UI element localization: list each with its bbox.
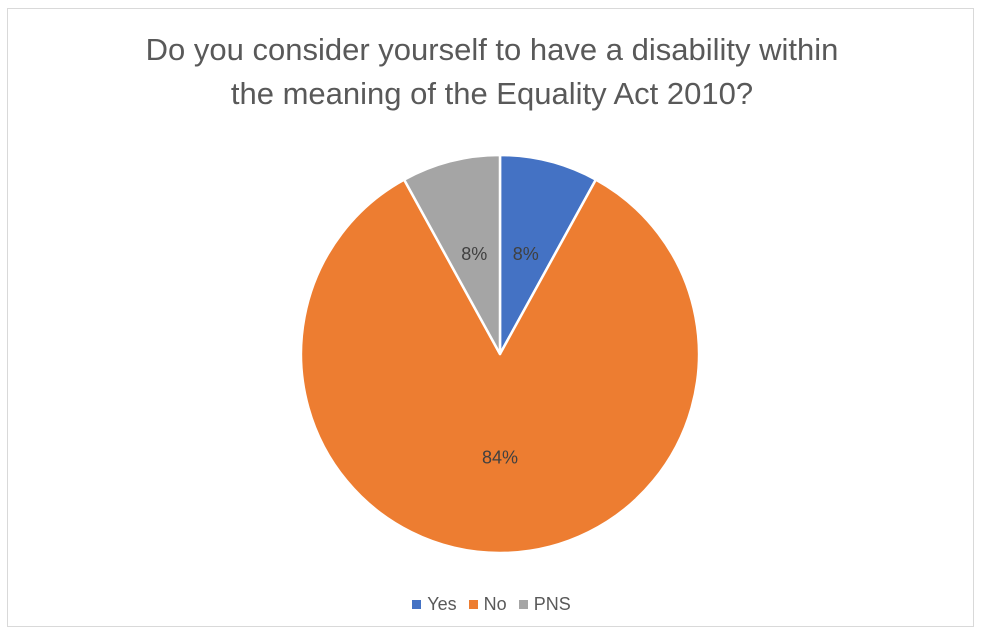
chart-title-line-2: the meaning of the Equality Act 2010?: [230, 76, 754, 111]
pie-slices: [299, 153, 701, 555]
chart-title: Do you consider yourself to have a disab…: [0, 28, 983, 116]
pie-slice-pns: [402, 153, 502, 356]
pie-slice-no: [299, 178, 701, 555]
legend-item-pns: PNS: [518, 594, 571, 615]
legend-label-no: No: [483, 594, 507, 614]
legend-swatch-pns: [518, 599, 528, 609]
legend-label-pns: PNS: [533, 594, 571, 614]
legend-swatch-no: [468, 599, 478, 609]
pie-slice-yes: [498, 153, 598, 356]
legend-swatch-yes: [412, 599, 422, 609]
legend-label-yes: Yes: [427, 594, 457, 614]
chart-legend: Yes No PNS: [0, 594, 983, 615]
legend-item-no: No: [468, 594, 507, 615]
legend-item-yes: Yes: [412, 594, 457, 615]
pie-data-labels: 8% 84% 8%: [461, 244, 538, 468]
chart-title-line-1: Do you consider yourself to have a disab…: [145, 32, 839, 67]
data-label-no: 84%: [482, 447, 518, 467]
data-label-yes: 8%: [513, 244, 539, 264]
data-label-pns: 8%: [461, 244, 487, 264]
